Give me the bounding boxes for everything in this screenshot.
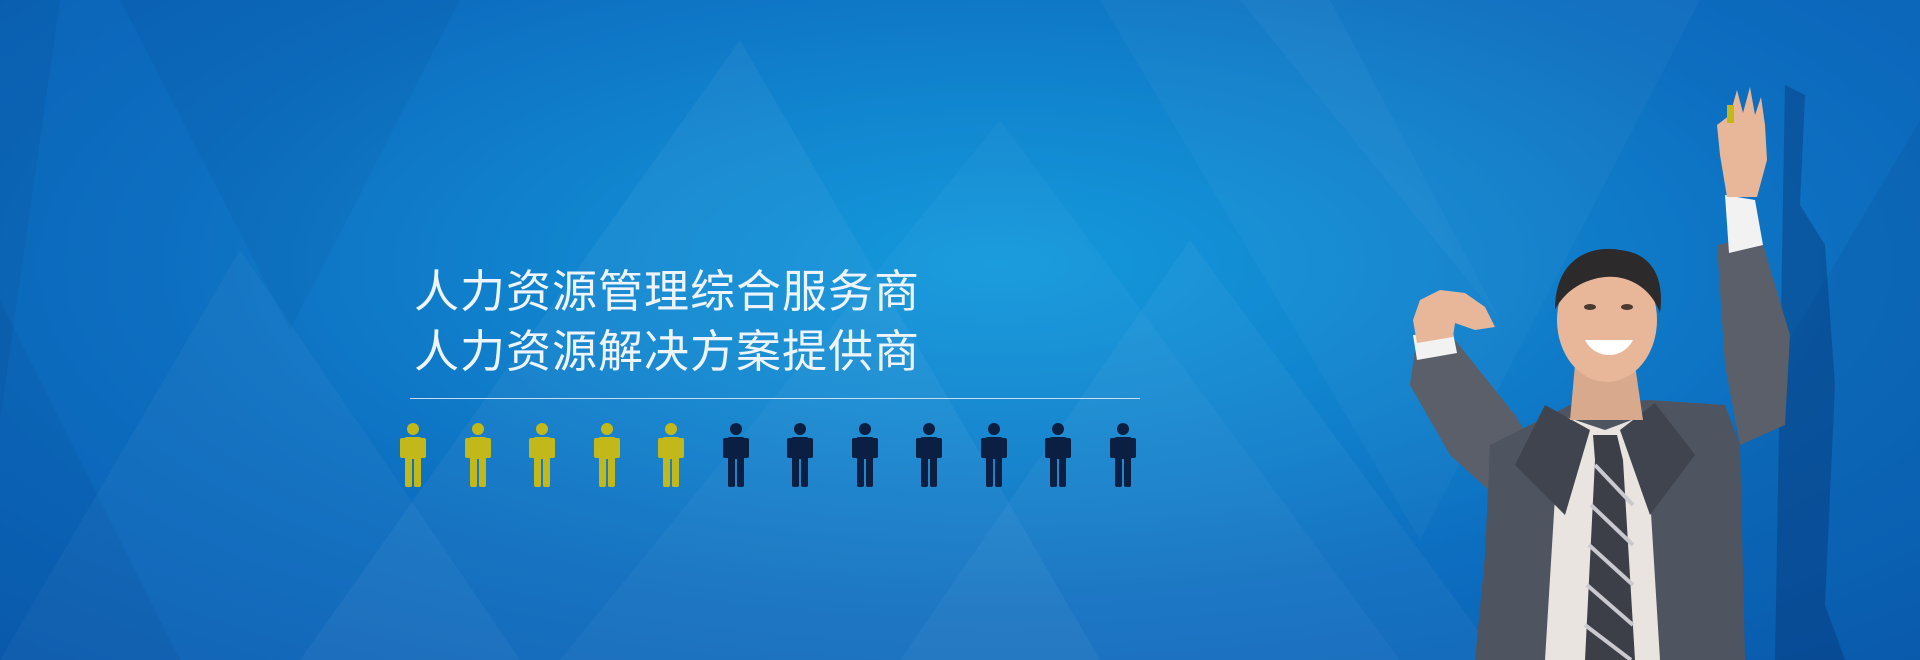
headline-line-2: 人力资源解决方案提供商 xyxy=(414,325,921,378)
headline-divider xyxy=(410,398,1140,399)
person-icon xyxy=(1045,422,1071,488)
person-icon xyxy=(980,422,1007,488)
person-icon xyxy=(787,422,813,488)
person-icon-highlighted xyxy=(593,422,620,488)
headline-line-1: 人力资源管理综合服务商 xyxy=(414,265,921,318)
person-icon-highlighted xyxy=(658,422,684,488)
headline: 人力资源管理综合服务商 人力资源解决方案提供商 xyxy=(414,262,920,382)
person-icon xyxy=(1109,422,1136,488)
person-icon xyxy=(851,422,878,488)
person-icon-highlighted xyxy=(400,422,426,488)
people-icon-row xyxy=(400,422,1140,488)
businessman-photo xyxy=(1410,85,1845,660)
person-icon xyxy=(722,422,749,488)
person-icon-highlighted xyxy=(464,422,491,488)
person-icon xyxy=(916,422,942,488)
person-icon-highlighted xyxy=(529,422,555,488)
